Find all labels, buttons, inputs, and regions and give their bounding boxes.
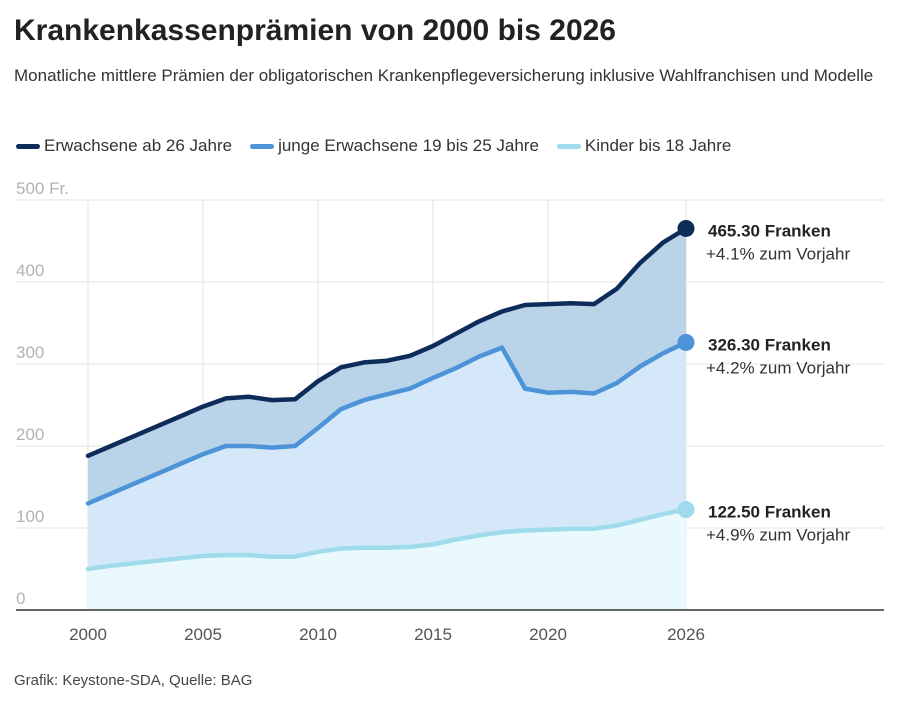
y-tick-label-100: 100 <box>16 507 44 526</box>
chart-subtitle: Monatliche mittlere Prämien der obligato… <box>14 66 874 85</box>
legend-swatch-adults <box>16 143 40 149</box>
end-point-series-0 <box>677 219 695 237</box>
x-tick-label-2026: 2026 <box>667 625 705 644</box>
end-value-label-series-0: 465.30 Franken <box>708 221 831 240</box>
y-tick-label-400: 400 <box>16 261 44 280</box>
x-tick-label-2015: 2015 <box>414 625 452 644</box>
end-value-label-series-2: 122.50 Franken <box>708 503 831 522</box>
y-tick-label-0: 0 <box>16 589 25 608</box>
line-series-2 <box>85 507 689 572</box>
y-tick-label-500: 500 Fr. <box>16 179 69 198</box>
x-tick-label-2005: 2005 <box>184 625 222 644</box>
legend-item-children: Kinder bis 18 Jahre <box>556 136 732 156</box>
line-series-0 <box>85 226 689 459</box>
y-tick-label-200: 200 <box>16 425 44 444</box>
end-point-series-2 <box>677 501 695 519</box>
x-tick-label-2020: 2020 <box>529 625 567 644</box>
legend-swatch-young-adults <box>250 143 275 149</box>
legend-item-young-adults: junge Erwachsene 19 bis 25 Jahre <box>250 136 539 156</box>
end-change-label-series-1: +4.2% zum Vorjahr <box>706 358 850 377</box>
legend-label-young-adults: junge Erwachsene 19 bis 25 Jahre <box>278 136 539 155</box>
legend-swatch-children <box>556 143 581 149</box>
legend-label-adults: Erwachsene ab 26 Jahre <box>44 136 233 155</box>
end-point-series-1 <box>677 333 695 351</box>
legend: Erwachsene ab 26 Jahre junge Erwachsene … <box>16 134 749 158</box>
y-tick-label-300: 300 <box>16 343 44 362</box>
line-series-1 <box>85 340 689 506</box>
x-tick-label-2010: 2010 <box>299 625 337 644</box>
chart-title: Krankenkassenprämien von 2000 bis 2026 <box>14 14 616 47</box>
source-note: Grafik: Keystone-SDA, Quelle: BAG <box>14 672 253 689</box>
end-change-label-series-0: +4.1% zum Vorjahr <box>706 244 850 263</box>
x-tick-label-2000: 2000 <box>69 625 107 644</box>
end-value-label-series-1: 326.30 Franken <box>708 335 831 354</box>
end-change-label-series-2: +4.9% zum Vorjahr <box>706 526 850 545</box>
area-series-2 <box>88 509 686 610</box>
legend-item-adults: Erwachsene ab 26 Jahre <box>16 136 232 156</box>
legend-label-children: Kinder bis 18 Jahre <box>584 136 732 155</box>
